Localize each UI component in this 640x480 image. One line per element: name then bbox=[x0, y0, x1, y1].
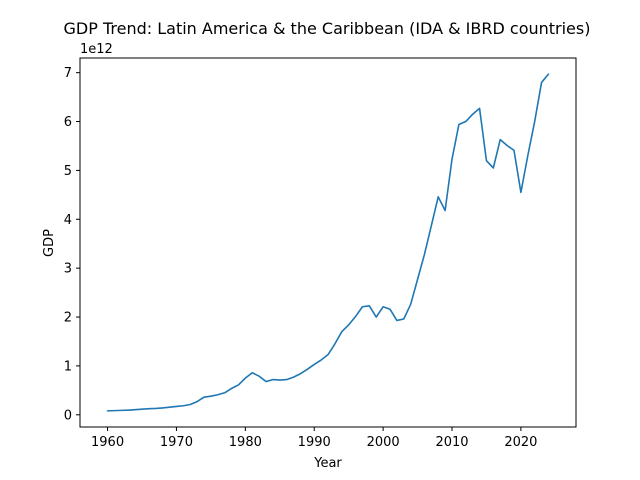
x-tick-label: 2000 bbox=[367, 435, 400, 450]
y-axis-label: GDP bbox=[42, 229, 57, 257]
y-tick-label: 3 bbox=[64, 262, 72, 277]
gdp-series-line bbox=[106, 73, 550, 412]
x-axis: 1960 1970 1980 1990 2000 2010 2020 bbox=[91, 427, 537, 450]
x-tick-label: 1980 bbox=[229, 435, 262, 450]
y-tick-label: 5 bbox=[64, 164, 72, 179]
plot-area-frame bbox=[79, 57, 577, 428]
y-tick-label: 7 bbox=[64, 66, 72, 81]
y-tick-label: 1 bbox=[64, 359, 72, 374]
chart-title: GDP Trend: Latin America & the Caribbean… bbox=[64, 19, 591, 38]
x-tick-label: 2010 bbox=[435, 435, 468, 450]
x-axis-label: Year bbox=[313, 456, 342, 471]
y-tick-label: 4 bbox=[64, 213, 72, 228]
x-tick-label: 1960 bbox=[91, 435, 124, 450]
x-tick-label: 2020 bbox=[504, 435, 537, 450]
y-tick-label: 2 bbox=[64, 311, 72, 326]
y-axis: 0 1 2 3 4 5 6 7 bbox=[64, 66, 80, 423]
y-tick-label: 0 bbox=[64, 408, 72, 423]
y-axis-offset-label: 1e12 bbox=[80, 42, 113, 57]
x-tick-label: 1990 bbox=[298, 435, 331, 450]
x-tick-label: 1970 bbox=[160, 435, 193, 450]
y-tick-label: 6 bbox=[64, 115, 72, 130]
